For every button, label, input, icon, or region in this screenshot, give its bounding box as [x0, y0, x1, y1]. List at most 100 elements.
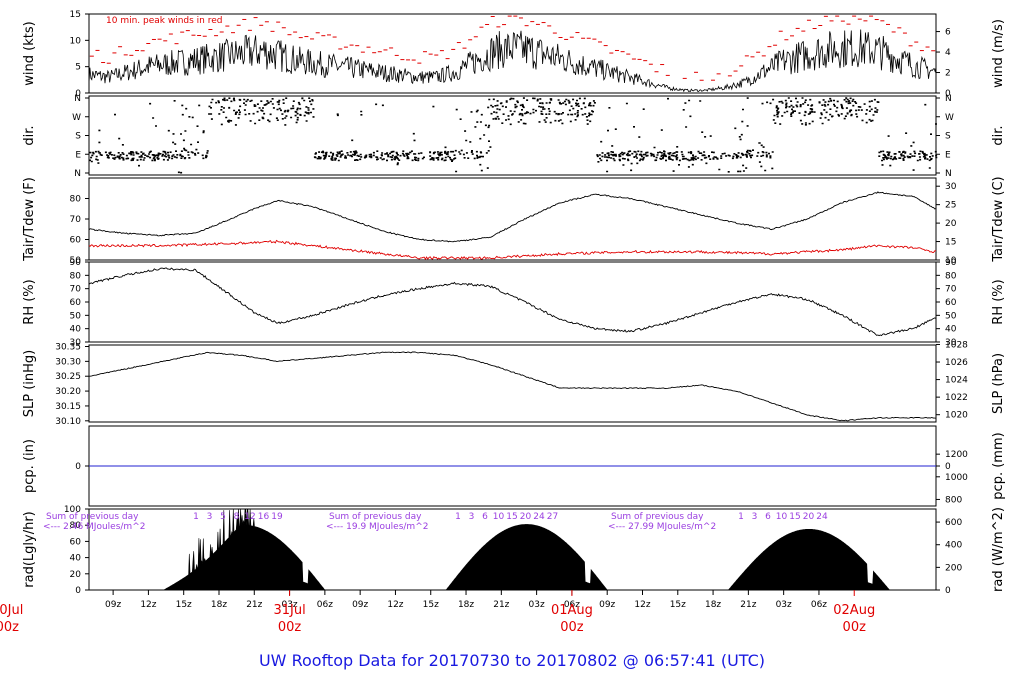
right-tick-label: N: [945, 169, 952, 179]
right-tick-label: 1000: [945, 473, 968, 483]
wind-direction-points: [89, 97, 938, 174]
right-tick-label: 1020: [945, 411, 968, 421]
hour-mark: 8: [234, 512, 240, 522]
time-tick-label: 03z: [776, 600, 792, 610]
time-tick-label: 18z: [211, 600, 227, 610]
hour-mark: 10: [493, 512, 505, 522]
daily-sum-label: Sum of previous day: [611, 512, 704, 522]
left-tick-label: W: [72, 113, 81, 123]
y-axis-label-left: Tair/Tdew (F): [22, 177, 37, 262]
left-tick-label: 30.30: [55, 357, 81, 367]
left-tick-label: 60: [70, 236, 82, 246]
right-tick-label: 15: [945, 238, 956, 248]
hour-mark: 5: [220, 512, 226, 522]
time-tick-label: 03z: [529, 600, 545, 610]
left-tick-label: 15: [70, 10, 81, 20]
hour-mark: 3: [752, 512, 758, 522]
right-tick-label: 70: [945, 285, 957, 295]
left-tick-label: 30: [70, 338, 82, 348]
hour-mark: 6: [765, 512, 771, 522]
left-tick-label: 5: [75, 63, 81, 73]
y-axis-label-right: pcp. (mm): [991, 432, 1006, 499]
time-tick-label: 18z: [458, 600, 474, 610]
y-axis-label-right: rad (W/m^2): [991, 507, 1006, 592]
hour-mark: 3: [469, 512, 475, 522]
hour-mark: 12: [244, 512, 255, 522]
panel-frame-dir: [88, 95, 937, 176]
day-label-time: 00z: [0, 620, 19, 635]
day-label-time: 00z: [843, 620, 867, 635]
left-tick-label: 30.15: [55, 402, 81, 412]
y-axis-label-left: RH (%): [22, 279, 37, 324]
left-tick-label: N: [74, 169, 81, 179]
panel-frame-rh: [88, 261, 937, 343]
left-tick-label: 30.10: [55, 417, 81, 427]
right-tick-label: N: [945, 94, 952, 104]
right-tick-label: 30: [945, 182, 957, 192]
left-tick-label: 70: [70, 285, 82, 295]
y-axis-label-right: SLP (hPa): [991, 353, 1006, 414]
right-tick-label: 10: [945, 256, 957, 266]
daily-sum-value: <--- 27.99 MJoules/m^2: [608, 522, 716, 532]
hour-mark: 3: [207, 512, 213, 522]
right-tick-label: 20: [945, 219, 957, 229]
right-tick-label: 50: [945, 311, 957, 321]
left-tick-label: 30.35: [55, 342, 81, 352]
hour-mark: 1: [738, 512, 744, 522]
right-tick-label: 2: [945, 69, 951, 79]
daily-sum-value: <--- 19.9 MJoules/m^2: [326, 522, 428, 532]
right-tick-label: 600: [945, 518, 962, 528]
time-tick-label: 12z: [634, 600, 650, 610]
solar-radiation-area: [727, 529, 891, 591]
left-tick-label: 30.20: [55, 387, 81, 397]
right-tick-label: 800: [945, 495, 962, 505]
left-tick-label: 60: [70, 537, 82, 547]
right-tick-label: 25: [945, 201, 956, 211]
time-tick-label: 21z: [246, 600, 262, 610]
right-tick-label: 80: [945, 271, 957, 281]
panel-frame-slp: [88, 344, 937, 423]
left-tick-label: E: [75, 150, 81, 160]
daily-sum-label: Sum of previous day: [46, 512, 139, 522]
right-tick-label: 40: [945, 325, 957, 335]
right-tick-label: 1026: [945, 358, 968, 368]
right-tick-label: 200: [945, 563, 962, 573]
y-axis-label-right: RH (%): [991, 279, 1006, 324]
time-tick-label: 09z: [599, 600, 615, 610]
day-label-date: 30Jul: [0, 603, 23, 618]
right-tick-label: 1024: [945, 376, 968, 386]
y-axis-label-left: SLP (inHg): [22, 350, 37, 418]
y-axis-label-right: dir.: [991, 125, 1006, 145]
right-tick-label: 0: [945, 89, 951, 99]
right-tick-label: 400: [945, 541, 962, 551]
hour-mark: 10: [776, 512, 788, 522]
left-tick-label: 0: [75, 89, 81, 99]
y-axis-label-left: wind (kts): [22, 21, 37, 85]
hour-mark: 1: [193, 512, 199, 522]
right-tick-label: W: [945, 113, 954, 123]
right-tick-label: 1022: [945, 393, 968, 403]
y-axis-label-left: dir.: [22, 125, 37, 145]
left-tick-label: N: [74, 94, 81, 104]
left-tick-label: 70: [70, 215, 82, 225]
left-tick-label: 100: [64, 505, 81, 515]
right-tick-label: E: [945, 150, 951, 160]
hour-mark: 27: [547, 512, 558, 522]
left-tick-label: 80: [70, 271, 82, 281]
left-tick-label: 50: [70, 256, 82, 266]
hour-mark: 24: [816, 512, 828, 522]
time-tick-label: 06z: [317, 600, 333, 610]
hour-mark: 24: [533, 512, 545, 522]
time-tick-label: 03z: [281, 600, 297, 610]
y-axis-label-right: wind (m/s): [991, 19, 1006, 88]
left-tick-label: S: [75, 132, 81, 142]
wind-speed-line: [88, 29, 937, 93]
hour-mark: 15: [506, 512, 517, 522]
hour-mark: 15: [789, 512, 800, 522]
right-tick-label: 0: [945, 462, 951, 472]
right-tick-label: 30: [945, 338, 957, 348]
dewpoint-line: [88, 239, 936, 261]
hour-mark: 1: [455, 512, 461, 522]
